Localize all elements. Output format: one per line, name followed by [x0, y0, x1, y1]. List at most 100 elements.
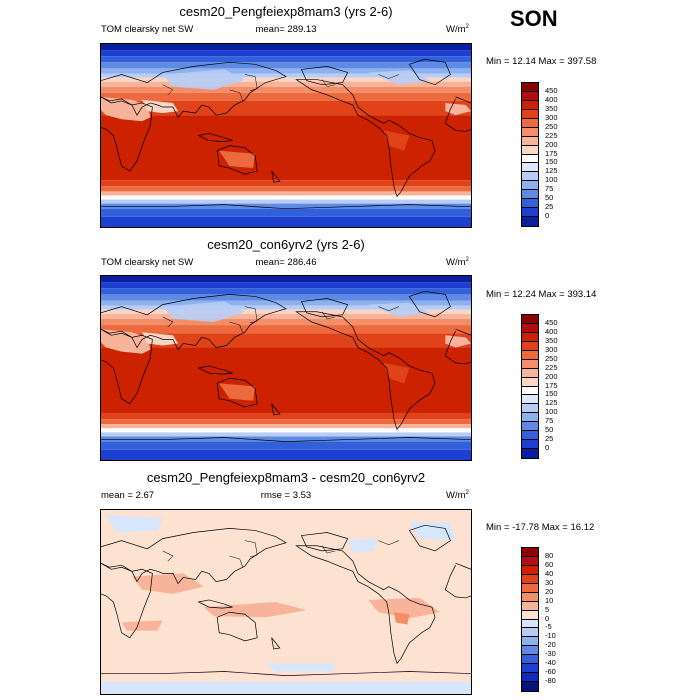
minmax-label: Min = 12.24 Max = 393.14	[486, 289, 597, 300]
colorbar-tick-label: 400	[545, 94, 558, 104]
colorbar-swatch	[522, 109, 538, 119]
colorbar-tick-label: -30	[545, 649, 556, 659]
colorbar-tick-label: 20	[545, 586, 554, 596]
colorbar-tick-label: 250	[545, 353, 558, 363]
colorbar-swatch	[522, 145, 538, 155]
colorbar-swatch	[522, 359, 538, 369]
colorbar-tick-label: 10	[545, 595, 554, 605]
colorbar-swatch	[522, 341, 538, 351]
colorbar-tick-label: 175	[545, 148, 558, 158]
colorbar-tick-label: 0	[545, 211, 550, 221]
colorbar-tick-label: 350	[545, 103, 558, 113]
minmax-label: Min = -17.78 Max = 16.12	[486, 522, 595, 533]
colorbar-swatch	[522, 100, 538, 110]
colorbar-swatch	[522, 673, 538, 683]
colorbar-tick-label: 125	[545, 398, 558, 408]
colorbar-tick-label: 25	[545, 202, 554, 212]
map-plot	[100, 509, 472, 695]
colorbar	[521, 314, 539, 459]
colorbar-tick-label: 80	[545, 550, 554, 560]
map-plot	[100, 275, 472, 461]
mean-label: mean = 2.67	[101, 490, 155, 501]
mean-label: mean= 289.13	[255, 24, 317, 35]
colorbar-tick-label: 0	[545, 613, 550, 623]
colorbar-tick-label: 100	[545, 175, 558, 185]
colorbar-swatch	[522, 565, 538, 575]
colorbar-swatch	[522, 583, 538, 593]
colorbar-swatch	[522, 404, 538, 414]
colorbar-tick-label: 75	[545, 416, 554, 426]
colorbar-tick-label: -5	[545, 622, 552, 632]
colorbar-tick-label: -80	[545, 676, 556, 686]
colorbar-tick-label: 5	[545, 604, 550, 614]
variable-label: TOM clearsky net SW	[101, 24, 194, 35]
colorbar-swatch	[522, 190, 538, 200]
colorbar-tick-label: 250	[545, 121, 558, 131]
colorbar-swatch	[522, 315, 538, 324]
colorbar-swatch	[522, 199, 538, 209]
colorbar-tick-label: 300	[545, 112, 558, 122]
colorbar-swatch	[522, 548, 538, 557]
colorbar-tick-label: 450	[545, 85, 558, 95]
colorbar-swatch	[522, 628, 538, 638]
colorbar-tick-label: -60	[545, 667, 556, 677]
colorbar-swatch	[522, 449, 538, 458]
colorbar-tick-label: 75	[545, 184, 554, 194]
colorbar-tick-label: -10	[545, 631, 556, 641]
colorbar-swatch	[522, 118, 538, 128]
colorbar-tick-label: 25	[545, 434, 554, 444]
colorbar-swatch	[522, 368, 538, 378]
colorbar-swatch	[522, 431, 538, 441]
colorbar-swatch	[522, 350, 538, 360]
colorbar-tick-label: 100	[545, 407, 558, 417]
colorbar-swatch	[522, 646, 538, 656]
colorbar-swatch	[522, 323, 538, 333]
colorbar-swatch	[522, 413, 538, 423]
colorbar-tick-label: 175	[545, 380, 558, 390]
colorbar-swatch	[522, 664, 538, 674]
colorbar-swatch	[522, 682, 538, 691]
colorbar-tick-label: 50	[545, 193, 554, 203]
panel-title: cesm20_con6yrv2 (yrs 2-6)	[207, 237, 365, 252]
colorbar-swatch	[522, 208, 538, 218]
colorbar-tick-label: 450	[545, 317, 558, 327]
colorbar-tick-label: 50	[545, 425, 554, 435]
colorbar-tick-label: 400	[545, 326, 558, 336]
colorbar-tick-label: 225	[545, 130, 558, 140]
colorbar-tick-label: 0	[545, 443, 550, 453]
colorbar-swatch	[522, 136, 538, 146]
colorbar	[521, 82, 539, 227]
variable-label: TOM clearsky net SW	[101, 257, 194, 268]
colorbar-tick-label: 60	[545, 559, 554, 569]
rmse-label: rmse = 3.53	[260, 490, 312, 501]
colorbar	[521, 547, 539, 692]
colorbar-swatch	[522, 377, 538, 387]
colorbar-swatch	[522, 217, 538, 226]
unit-label: W/m2	[446, 257, 469, 269]
colorbar-tick-label: 150	[545, 389, 558, 399]
colorbar-swatch	[522, 386, 538, 396]
colorbar-swatch	[522, 637, 538, 647]
colorbar-tick-label: 350	[545, 335, 558, 345]
colorbar-tick-label: 200	[545, 139, 558, 149]
colorbar-swatch	[522, 574, 538, 584]
unit-label: W/m2	[446, 24, 469, 36]
colorbar-swatch	[522, 601, 538, 611]
colorbar-swatch	[522, 83, 538, 92]
minmax-label: Min = 12.14 Max = 397.58	[486, 56, 597, 67]
colorbar-tick-label: 200	[545, 371, 558, 381]
panel-title: cesm20_Pengfeiexp8mam3 - cesm20_con6yrv2	[146, 470, 426, 485]
colorbar-swatch	[522, 181, 538, 191]
colorbar-swatch	[522, 395, 538, 405]
panel-title: cesm20_Pengfeiexp8mam3 (yrs 2-6)	[179, 4, 393, 19]
season-label: SON	[510, 6, 558, 31]
colorbar-tick-label: -20	[545, 640, 556, 650]
colorbar-swatch	[522, 163, 538, 173]
colorbar-swatch	[522, 619, 538, 629]
colorbar-tick-label: 125	[545, 166, 558, 176]
map-plot	[100, 43, 472, 228]
colorbar-tick-label: 225	[545, 362, 558, 372]
colorbar-swatch	[522, 440, 538, 450]
colorbar-swatch	[522, 592, 538, 602]
colorbar-tick-label: 40	[545, 568, 554, 578]
